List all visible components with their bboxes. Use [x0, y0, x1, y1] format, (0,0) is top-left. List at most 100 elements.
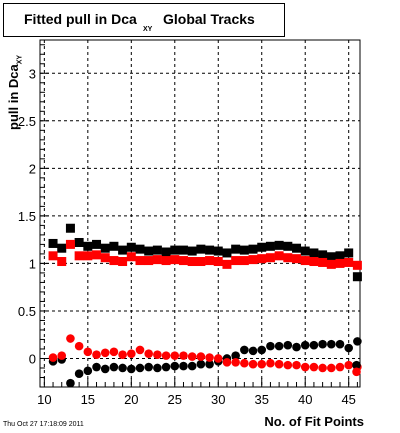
data-point-square	[196, 257, 206, 267]
data-point-circle	[248, 359, 258, 369]
data-point-square	[205, 256, 215, 266]
x-axis-label: No. of Fit Points	[264, 414, 364, 429]
data-point-square	[65, 223, 75, 233]
data-point-square	[205, 245, 215, 255]
data-point-square	[126, 252, 136, 262]
data-point-square	[265, 253, 275, 263]
data-point-circle	[335, 362, 345, 372]
data-point-square	[274, 251, 284, 261]
data-point-circle	[100, 364, 110, 374]
data-point-square	[196, 244, 206, 254]
timestamp: Thu Oct 27 17:18:09 2011	[3, 421, 84, 428]
data-point-square	[222, 259, 232, 269]
data-point-circle	[196, 359, 206, 369]
data-point-square	[92, 250, 102, 260]
data-point-square	[170, 245, 180, 255]
data-point-square	[283, 253, 293, 263]
data-point-circle	[161, 351, 171, 360]
data-point-square	[265, 241, 275, 251]
data-point-circle	[283, 360, 293, 370]
data-point-square	[100, 243, 110, 253]
data-point-circle	[240, 345, 249, 355]
chart-title: Fitted pull in Dca	[24, 11, 137, 27]
data-point-square	[352, 272, 362, 282]
data-point-square	[318, 250, 328, 260]
data-point-square	[126, 242, 136, 252]
x-tick-label: 25	[168, 392, 182, 407]
data-point-square	[144, 246, 154, 256]
chart-title-box: Fitted pull in Dca XY Global Tracks	[3, 3, 285, 37]
data-point-circle	[83, 366, 93, 376]
data-point-square	[248, 255, 258, 265]
data-point-circle	[309, 340, 319, 350]
data-point-circle	[135, 363, 145, 373]
x-tick-label: 35	[255, 392, 269, 407]
data-point-circle	[66, 378, 75, 388]
data-point-square	[292, 243, 302, 253]
data-point-circle	[109, 347, 119, 357]
data-point-circle	[352, 367, 361, 377]
data-point-circle	[109, 362, 119, 372]
data-point-square	[222, 248, 232, 258]
data-point-square	[231, 244, 241, 254]
data-point-circle	[170, 351, 180, 360]
data-point-circle	[92, 362, 101, 372]
data-point-square	[292, 254, 302, 264]
data-point-square	[344, 257, 354, 267]
data-point-square	[335, 251, 345, 261]
data-point-circle	[144, 362, 153, 372]
chart-title-subscript: XY	[143, 26, 153, 33]
data-point-circle	[327, 363, 336, 373]
data-point-circle	[222, 357, 232, 367]
data-point-circle	[292, 342, 301, 352]
data-point-square	[178, 245, 188, 255]
data-point-circle	[257, 345, 267, 355]
data-point-square	[135, 244, 145, 254]
data-point-square	[135, 256, 145, 266]
data-point-circle	[196, 352, 206, 361]
data-point-circle	[266, 358, 275, 368]
data-point-square	[74, 237, 84, 247]
data-point-circle	[127, 349, 136, 359]
data-point-square	[309, 248, 319, 258]
data-point-square	[213, 257, 223, 267]
data-point-circle	[283, 340, 293, 350]
x-tick-label: 10	[37, 392, 51, 407]
data-point-circle	[335, 339, 345, 349]
data-point-circle	[309, 362, 319, 372]
data-point-circle	[240, 358, 249, 368]
data-point-circle	[83, 347, 93, 357]
y-tick-label: 0	[29, 351, 36, 366]
data-point-circle	[257, 359, 267, 369]
data-point-square	[118, 257, 128, 267]
data-point-circle	[292, 360, 301, 370]
y-tick-label: 1	[29, 256, 36, 271]
data-point-square	[257, 254, 267, 264]
y-tick-label: 2	[29, 161, 36, 176]
y-axis-label-subscript: XY	[16, 54, 24, 65]
data-point-circle	[352, 360, 361, 370]
data-point-circle	[205, 359, 214, 369]
data-point-square	[109, 241, 119, 251]
data-point-square	[100, 253, 110, 263]
data-point-square	[144, 256, 154, 266]
data-point-circle	[300, 362, 310, 372]
data-point-square	[161, 256, 171, 266]
data-point-circle	[118, 363, 127, 373]
data-point-circle	[266, 341, 275, 351]
data-point-square	[161, 247, 171, 257]
x-tick-label: 45	[341, 392, 355, 407]
data-point-circle	[48, 353, 58, 362]
data-point-square	[48, 238, 58, 248]
data-point-circle	[66, 334, 75, 343]
x-tick-label: 20	[124, 392, 138, 407]
data-point-circle	[205, 353, 214, 362]
data-point-square	[318, 257, 328, 267]
y-tick-label: 3	[29, 66, 36, 81]
data-point-circle	[57, 351, 67, 360]
data-point-square	[213, 246, 223, 256]
y-tick-label: 1.5	[18, 209, 36, 224]
data-point-circle	[274, 341, 284, 351]
data-point-square	[257, 242, 267, 252]
